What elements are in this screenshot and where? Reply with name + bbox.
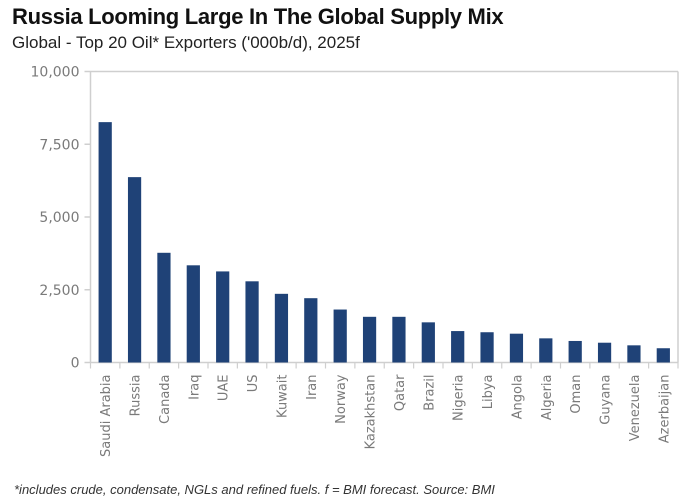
- x-tick-label: UAE: [217, 375, 232, 402]
- bar-venezuela: [627, 345, 641, 363]
- bar-us: [245, 281, 259, 363]
- x-tick-label: Angola: [510, 375, 525, 420]
- x-tick-label: Oman: [569, 375, 584, 414]
- bar-nigeria: [451, 331, 465, 363]
- x-tick-label: Algeria: [540, 375, 555, 421]
- x-tick-label: Iran: [305, 375, 320, 400]
- x-tick-label: Russia: [129, 375, 144, 417]
- y-tick-label: 0: [71, 356, 80, 372]
- bar-iran: [304, 298, 318, 363]
- bar-russia: [127, 177, 142, 363]
- x-tick-label: Libya: [481, 375, 496, 410]
- bar-brazil: [421, 322, 435, 363]
- bar-guyana: [597, 342, 612, 363]
- bar-kazakhstan: [362, 316, 377, 363]
- x-tick-label: Nigeria: [452, 375, 467, 422]
- bar-iraq: [186, 265, 200, 363]
- x-tick-label: Iraq: [187, 375, 202, 400]
- y-tick-label: 5,000: [39, 210, 79, 226]
- x-tick-label: Saudi Arabia: [99, 375, 114, 458]
- x-tick-label: Kazakhstan: [364, 375, 379, 450]
- y-axis-ticks: 0 2,500 5,000 7,500 10,000: [31, 65, 91, 372]
- y-tick-label: 10,000: [31, 65, 80, 81]
- x-tick-label: Canada: [158, 375, 173, 424]
- bar-azerbaijan: [656, 348, 670, 363]
- bar-uae: [216, 271, 230, 363]
- x-tick-label: US: [246, 375, 261, 393]
- chart-title: Russia Looming Large In The Global Suppl…: [12, 4, 504, 29]
- x-tick-label: Norway: [334, 374, 349, 424]
- bar-saudi-arabia: [98, 122, 112, 363]
- bar-canada: [157, 252, 171, 363]
- bar-kuwait: [274, 293, 289, 363]
- x-tick-label: Guyana: [599, 375, 614, 425]
- x-tick-label: Kuwait: [275, 375, 290, 418]
- y-tick-label: 7,500: [39, 137, 79, 153]
- bar-algeria: [539, 338, 553, 363]
- x-axis-labels: Saudi Arabia Russia Canada Iraq UAE US Kuwait I…: [99, 374, 672, 457]
- chart-subtitle: Global - Top 20 Oil* Exporters ('000b/d)…: [12, 33, 360, 52]
- x-tick-label: Azerbaijan: [657, 375, 672, 444]
- bar-angola: [509, 333, 524, 363]
- y-tick-label: 2,500: [39, 283, 79, 299]
- axes: [89, 70, 679, 369]
- x-tick-label: Brazil: [422, 375, 437, 411]
- bar-qatar: [392, 316, 406, 363]
- bar-oman: [568, 340, 582, 363]
- bar-libya: [480, 332, 494, 363]
- bars: [98, 122, 670, 363]
- bar-norway: [333, 309, 347, 363]
- footnote: *includes crude, condensate, NGLs and re…: [14, 482, 495, 497]
- x-tick-label: Qatar: [393, 374, 408, 411]
- x-tick-label: Venezuela: [628, 375, 643, 442]
